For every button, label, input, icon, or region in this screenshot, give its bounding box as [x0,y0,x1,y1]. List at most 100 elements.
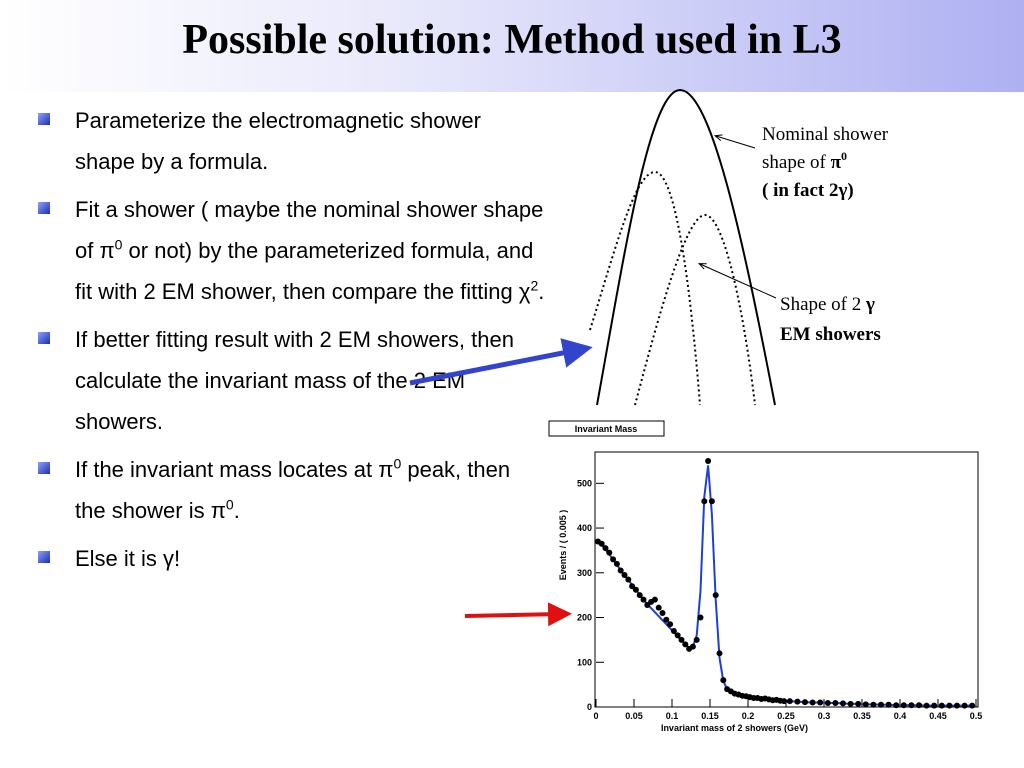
data-point [794,698,801,705]
annotation-symbol: π [831,152,842,173]
data-point [655,604,662,611]
data-point [659,610,666,617]
data-point [908,702,915,709]
bullet-text: peak, then the shower is π [75,457,511,523]
data-point [954,702,960,709]
superscript: 2 [530,277,539,294]
y-axis-label: Events / ( 0.005 ) [558,510,568,581]
data-point [938,702,945,709]
bullet: Parameterize the electromagnetic shower … [38,100,545,182]
x-tick-label: 0.2 [742,711,755,721]
x-tick-label: 0 [593,711,598,721]
annotation: EM showers [780,324,881,345]
data-point [701,498,708,505]
plot-title-box [548,420,665,437]
pointer [716,136,756,149]
data-point [693,636,700,643]
superscript: 0 [393,455,402,472]
superscript: 0 [114,236,123,253]
bullet: If better fitting result with 2 EM showe… [38,319,545,442]
annotation: ( in fact 2γ) [762,180,854,201]
data-point [786,698,793,705]
data-point [716,650,723,657]
bullet-text: or not) by the parameterized formula, an… [75,238,534,304]
annotation: Nominal shower [762,124,889,145]
x-tick-label: 0.35 [853,711,871,721]
superscript: 0 [225,496,234,513]
header-band [0,0,1024,92]
data-point [712,592,719,599]
data-point [832,699,839,706]
bullet-text: If better fitting result with 2 EM showe… [75,327,514,434]
y-tick-label: 0 [587,702,592,712]
x-tick-label: 0.4 [894,711,907,721]
data-point [893,702,900,709]
data-point [870,701,877,708]
data-point [602,545,609,552]
x-axis-label: Invariant mass of 2 showers (GeV) [661,723,808,733]
x-tick-label: 0.45 [929,711,947,721]
bullet-list: Parameterize the electromagnetic shower … [38,100,548,586]
x-tick-label: 0.3 [818,711,831,721]
bullet: Else it is γ! [38,538,545,579]
x-tick-label: 0.1 [666,711,679,721]
data-point [916,702,922,709]
data-point [862,701,869,708]
bullet-icon [38,202,50,214]
annotation-text: shape of [762,152,831,173]
data-point [625,576,632,583]
arrow [464,602,572,627]
annotation-text: Shape of 2 [780,294,866,315]
data-point [720,677,727,684]
data-point [817,699,824,706]
data-point [663,616,670,623]
data-point [667,621,674,628]
annotation: shape of π0 [762,149,847,173]
bullet-text: . [233,498,240,523]
bullet-text: Fit a shower ( maybe the nominal shower … [75,197,544,263]
plot-title: Invariant Mass [575,424,638,434]
data-point [923,702,930,709]
x-tick-label: 0.05 [625,711,643,721]
y-tick-label: 500 [577,478,592,488]
data-point [632,586,639,593]
data-point [824,699,831,706]
plot-frame [594,451,979,708]
data-point [670,627,677,634]
data-point [855,700,862,707]
x-tick-label: 0.5 [970,711,983,721]
data-point [781,698,788,705]
data-point [946,702,953,709]
data-point [689,643,696,650]
data-point [610,556,617,563]
bullet-icon [38,551,50,563]
data-point [697,614,704,621]
bullet: Fit a shower ( maybe the nominal shower … [38,189,545,312]
bullet-text: Parameterize the electromagnetic shower … [75,108,481,174]
x-tick-label: 0.25 [777,711,795,721]
bullet-text: Else it is γ! [75,546,181,571]
y-tick-label: 400 [577,523,592,533]
data-point [708,498,715,505]
data-point [885,701,892,708]
bullet-text: If the invariant mass locates at π [75,457,394,482]
data-point [931,702,938,709]
y-tick-label: 100 [577,657,592,667]
data-point [598,540,605,547]
data-point [674,632,681,639]
bullet-icon [38,332,50,344]
y-tick-label: 300 [577,568,592,578]
annotation-symbol: γ [865,294,875,315]
bullet: If the invariant mass locates at π0 peak… [38,449,545,531]
annotation: Shape of 2 γ [780,294,875,315]
data-point [809,699,816,706]
data-point [961,702,968,709]
shower-shapes [589,88,776,406]
data-point [682,641,689,648]
x-tick-label: 0.15 [701,711,719,721]
bullet-icon [38,462,50,474]
data-point [617,567,624,574]
arrow [409,338,593,386]
